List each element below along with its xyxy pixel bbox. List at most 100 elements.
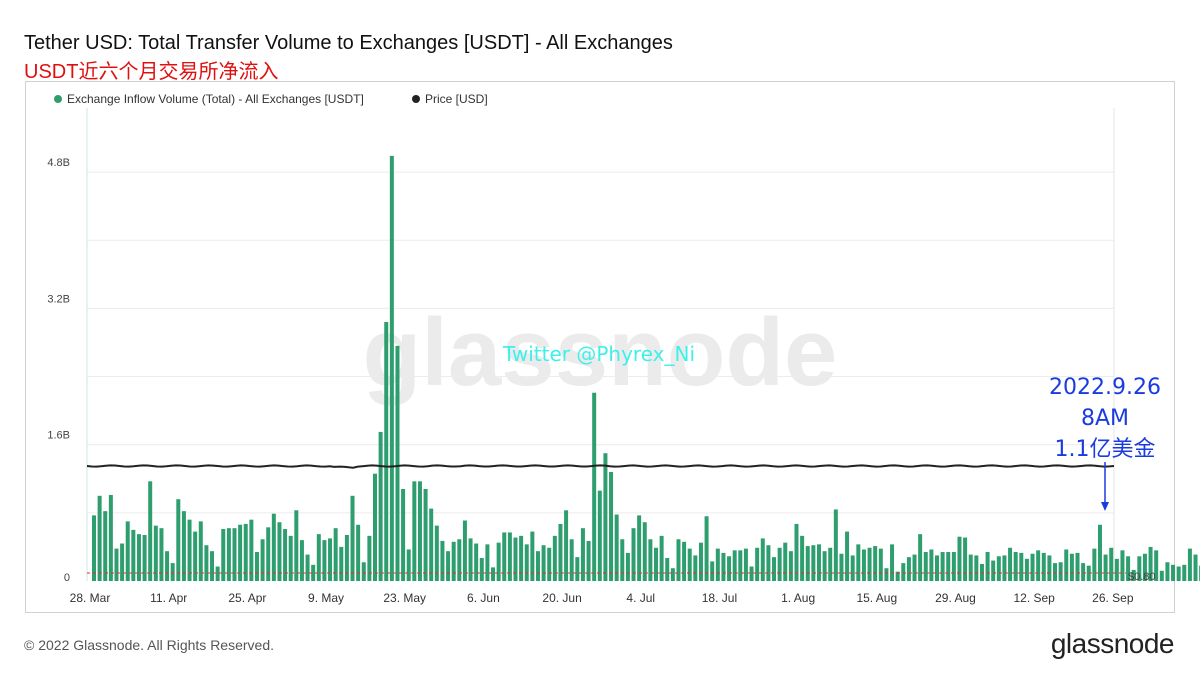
inflow-bar [873,546,878,581]
inflow-bar [1053,563,1058,581]
inflow-bar [755,547,760,581]
glassnode-logo[interactable]: glassnode [1050,628,1175,659]
inflow-bar [423,488,428,581]
inflow-bar [1013,552,1018,581]
inflow-bar [496,542,501,581]
inflow-bar [367,535,372,581]
inflow-bar [125,521,130,581]
x-tick-label: 6. Jun [467,591,500,605]
inflow-bar [434,525,439,582]
inflow-bar [738,550,743,581]
inflow-bar [991,560,996,581]
inflow-bar [1103,554,1108,581]
inflow-bar [895,571,900,581]
inflow-bar [839,553,844,581]
inflow-bar [704,516,709,581]
inflow-bar [1120,550,1125,581]
inflow-bar [822,551,827,581]
inflow-bar [1030,553,1035,581]
inflow-bar [283,529,288,581]
inflow-bar [401,488,406,581]
price-line [86,464,1115,469]
inflow-bar [940,552,945,581]
inflow-bar [783,542,788,581]
chart-title: Tether USD: Total Transfer Volume to Exc… [24,32,673,54]
x-tick-label: 9. May [308,591,344,605]
inflow-bar [957,536,962,581]
inflow-bar [148,481,153,581]
inflow-bar [344,535,349,581]
inflow-bar [935,555,939,581]
inflow-bar [114,548,119,581]
inflow-bar [609,471,614,581]
chart-subtitle: USDT近六个月交易所净流入 [24,61,279,83]
inflow-bar [979,563,984,581]
x-tick-label: 15. Aug [856,591,897,605]
inflow-bar [333,528,338,581]
inflow-bar [215,566,220,581]
inflow-bar [181,511,186,581]
inflow-bar [682,541,687,581]
inflow-bar [541,545,546,581]
inflow-bar [474,543,479,581]
annotation-time: 8AM [1081,406,1129,431]
inflow-bar [412,481,417,581]
inflow-bar [968,554,973,581]
inflow-bar [1148,546,1153,581]
right-axis-label: $0.80 [1128,571,1156,583]
inflow-bar [92,515,96,581]
inflow-bar [974,555,979,581]
inflow-bar [406,549,411,581]
inflow-bar [299,540,304,581]
inflow-bar [856,544,861,581]
inflow-bar [687,548,692,581]
legend-label-price: Price [USD] [425,92,488,106]
inflow-bar [266,527,271,581]
inflow-bar [479,558,484,581]
x-tick-label: 12. Sep [1013,591,1055,605]
inflow-bar [378,431,383,581]
inflow-bar [833,509,838,581]
x-tick-label: 20. Jun [542,591,581,605]
annotation-date: 2022.9.26 [1049,375,1161,400]
inflow-bar [1036,550,1041,581]
inflow-bar [811,545,816,581]
inflow-bar [592,392,597,581]
inflow-bar [384,322,389,581]
inflow-bar [1142,553,1147,581]
inflow-bar [614,514,619,581]
inflow-bar [620,539,625,581]
inflow-bar [625,552,630,581]
inflow-bar [698,542,703,581]
inflow-bar [142,535,147,581]
inflow-bar [429,508,434,581]
inflow-bar [373,473,377,581]
inflow-bar [120,543,125,581]
inflow-bar [760,538,765,581]
inflow-bar [558,523,563,581]
inflow-bar [350,495,355,581]
y-tick-label: 0 [64,572,70,584]
inflow-bar [951,552,956,581]
inflow-bar [462,520,467,581]
inflow-bar [519,535,524,581]
inflow-bar [1092,548,1097,581]
inflow-bar [395,345,400,581]
inflow-bar [232,528,237,581]
inflow-bar [502,532,507,581]
twitter-annotation: Twitter @Phyrex_Ni [502,342,695,366]
inflow-bar [654,547,658,581]
inflow-bar [1159,570,1164,581]
inflow-bar [446,551,451,581]
inflow-bar [243,523,248,581]
inflow-bar [1081,563,1086,581]
inflow-bar [204,545,209,581]
x-tick-label: 1. Aug [781,591,815,605]
inflow-bar [176,499,181,581]
inflow-bar [1154,550,1159,581]
inflow-bar [1165,562,1170,581]
inflow-bar [260,539,265,581]
x-tick-label: 26. Sep [1092,591,1134,605]
y-tick-label: 1.6B [47,430,70,442]
